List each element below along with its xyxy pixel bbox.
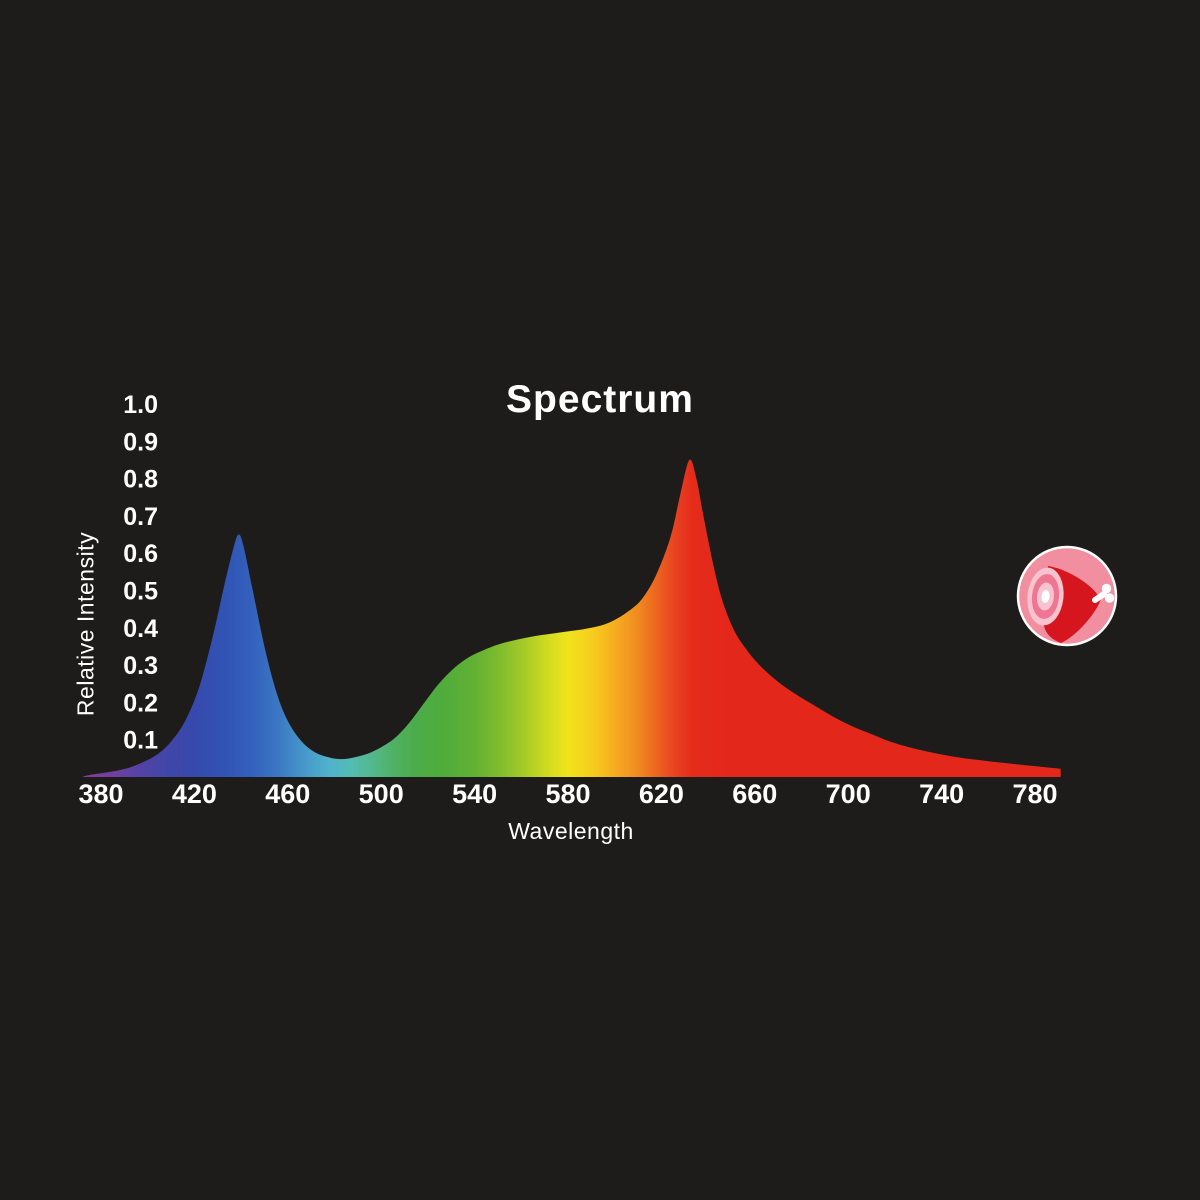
y-tick-label: 0.5 bbox=[123, 578, 158, 606]
x-tick-label: 540 bbox=[452, 779, 497, 809]
x-tick-label: 460 bbox=[265, 779, 310, 809]
x-tick-label: 500 bbox=[359, 779, 404, 809]
y-tick-label: 1.0 bbox=[123, 391, 158, 419]
x-tick-label: 380 bbox=[78, 779, 123, 809]
y-axis-ticks: 0.1 0.2 0.3 0.4 0.5 0.6 0.7 0.8 0.9 1.0 bbox=[123, 391, 158, 755]
x-tick-label: 660 bbox=[732, 779, 777, 809]
chart-title: Spectrum bbox=[506, 378, 694, 421]
x-tick-label: 580 bbox=[545, 779, 590, 809]
x-tick-label: 740 bbox=[919, 779, 964, 809]
y-tick-label: 0.2 bbox=[123, 689, 158, 717]
y-tick-label: 0.7 bbox=[123, 503, 158, 531]
ham-icon bbox=[1016, 545, 1118, 647]
spectrum-curve bbox=[82, 459, 1061, 777]
y-tick-label: 0.9 bbox=[123, 428, 158, 456]
x-tick-label: 620 bbox=[639, 779, 684, 809]
ham-cut-face bbox=[1027, 567, 1064, 626]
x-tick-label: 780 bbox=[1012, 779, 1057, 809]
x-axis-ticks: 380 420 460 500 540 580 620 660 700 740 780 bbox=[78, 779, 1057, 809]
y-tick-label: 0.8 bbox=[123, 466, 158, 494]
bone-knob-bottom bbox=[1104, 593, 1115, 603]
x-tick-label: 700 bbox=[826, 779, 871, 809]
x-tick-label: 420 bbox=[172, 779, 217, 809]
ham-icon-wrap bbox=[1012, 542, 1122, 652]
y-tick-label: 0.3 bbox=[123, 652, 158, 680]
x-axis-label: Wavelength bbox=[508, 818, 634, 844]
bone-knob-top bbox=[1101, 583, 1112, 594]
ham-center bbox=[1041, 590, 1050, 603]
y-tick-label: 0.1 bbox=[123, 727, 158, 755]
y-tick-label: 0.6 bbox=[123, 540, 158, 568]
bone-stem bbox=[1092, 591, 1107, 603]
y-tick-label: 0.4 bbox=[123, 615, 158, 643]
